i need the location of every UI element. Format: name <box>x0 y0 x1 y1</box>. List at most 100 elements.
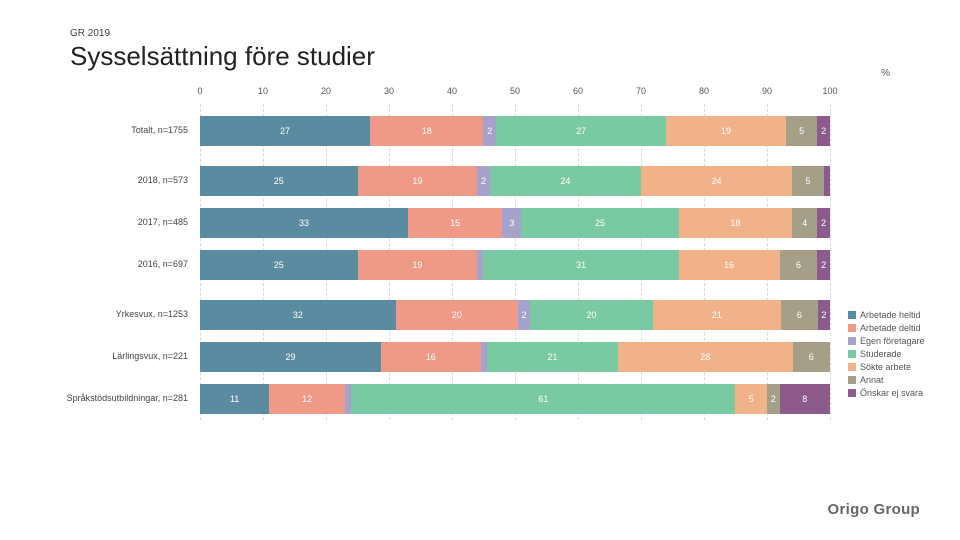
x-tick: 40 <box>447 86 457 96</box>
bar-segment: 32 <box>200 300 396 330</box>
bar-segment: 25 <box>200 250 358 280</box>
row-label: 2017, n=485 <box>64 218 194 228</box>
group-gap <box>200 286 830 294</box>
legend-label: Annat <box>860 375 884 385</box>
x-tick: 10 <box>258 86 268 96</box>
table-row: 2017, n=48533153251842 <box>200 202 830 244</box>
bar-segment: 27 <box>496 116 666 146</box>
bar-segment: 19 <box>358 250 478 280</box>
bar-segment: 2 <box>483 116 496 146</box>
bar-segment: 2 <box>477 166 490 196</box>
bar-segment: 4 <box>792 208 817 238</box>
x-axis: 0102030405060708090100 <box>200 86 830 104</box>
bar-segment: 5 <box>792 166 824 196</box>
chart-rows: Totalt, n=1755271822719522018, n=5732519… <box>200 104 830 420</box>
row-label: 2016, n=697 <box>64 260 194 270</box>
table-row: Yrkesvux, n=125332202202162 <box>200 294 830 336</box>
x-tick: 90 <box>762 86 772 96</box>
bar-segment: 2 <box>767 384 780 414</box>
legend-item: Annat <box>848 375 925 385</box>
legend-swatch <box>848 324 856 332</box>
legend-item: Egen företagare <box>848 336 925 346</box>
stacked-bar: 111261528 <box>200 384 830 414</box>
bar-segment: 19 <box>358 166 478 196</box>
chart: % 0102030405060708090100 Totalt, n=17552… <box>200 86 830 420</box>
legend-swatch <box>848 311 856 319</box>
table-row: 2016, n=6972519311662 <box>200 244 830 286</box>
x-tick: 100 <box>822 86 837 96</box>
bar-segment: 15 <box>408 208 503 238</box>
legend-item: Arbetade heltid <box>848 310 925 320</box>
legend-swatch <box>848 337 856 345</box>
x-tick: 60 <box>573 86 583 96</box>
bar-segment: 11 <box>200 384 269 414</box>
legend-swatch <box>848 363 856 371</box>
row-label: Språkstödsutbildningar, n=281 <box>64 394 194 404</box>
bar-segment: 61 <box>351 384 735 414</box>
bar-segment: 2 <box>817 116 830 146</box>
bar-segment: 19 <box>666 116 786 146</box>
legend: Arbetade heltid Arbetade deltid Egen föret… <box>848 310 925 401</box>
stacked-bar: 32202202162 <box>200 300 830 330</box>
bar-segment: 21 <box>653 300 781 330</box>
bar-segment: 8 <box>780 384 830 414</box>
bar-segment: 31 <box>483 250 678 280</box>
bar-segment: 18 <box>679 208 792 238</box>
legend-swatch <box>848 389 856 397</box>
legend-label: Studerade <box>860 349 902 359</box>
bar-segment: 2 <box>817 208 830 238</box>
bar-segment: 2 <box>818 300 830 330</box>
legend-item: Sökte arbete <box>848 362 925 372</box>
row-label: Lärlingsvux, n=221 <box>64 352 194 362</box>
x-tick: 70 <box>636 86 646 96</box>
bar-segment: 28 <box>618 342 793 372</box>
bar-segment: 27 <box>200 116 370 146</box>
bar-segment: 24 <box>490 166 641 196</box>
stacked-bar: 2519311662 <box>200 250 830 280</box>
stacked-bar: 33153251842 <box>200 208 830 238</box>
stacked-bar: 2519224245 <box>200 166 830 196</box>
supertitle: GR 2019 <box>70 28 890 39</box>
bar-segment: 6 <box>793 342 830 372</box>
bar-segment: 6 <box>781 300 818 330</box>
legend-label: Arbetade deltid <box>860 323 921 333</box>
bar-segment: 3 <box>502 208 521 238</box>
legend-item: Önskar ej svara <box>848 388 925 398</box>
legend-label: Sökte arbete <box>860 362 911 372</box>
bar-segment: 24 <box>641 166 792 196</box>
x-tick: 30 <box>384 86 394 96</box>
bar-segment: 2 <box>817 250 830 280</box>
legend-label: Arbetade heltid <box>860 310 921 320</box>
x-tick: 80 <box>699 86 709 96</box>
footer-brand: Origo Group <box>828 501 920 518</box>
bar-segment: 20 <box>396 300 518 330</box>
bar-segment: 16 <box>381 342 481 372</box>
row-label: Yrkesvux, n=1253 <box>64 310 194 320</box>
legend-label: Egen företagare <box>860 336 925 346</box>
x-tick: 50 <box>510 86 520 96</box>
group-gap <box>200 152 830 160</box>
stacked-bar: 291621286 <box>200 342 830 372</box>
bar-segment: 6 <box>780 250 818 280</box>
legend-swatch <box>848 350 856 358</box>
row-label: 2018, n=573 <box>64 176 194 186</box>
bar-segment: 21 <box>487 342 618 372</box>
bar-segment: 2 <box>518 300 530 330</box>
row-label: Totalt, n=1755 <box>64 126 194 136</box>
bar-segment: 5 <box>735 384 767 414</box>
bar-segment: 12 <box>269 384 345 414</box>
bar-segment: 20 <box>530 300 652 330</box>
table-row: 2018, n=5732519224245 <box>200 160 830 202</box>
bar-segment: 33 <box>200 208 408 238</box>
x-tick: 20 <box>321 86 331 96</box>
bar-segment: 25 <box>200 166 358 196</box>
legend-item: Studerade <box>848 349 925 359</box>
legend-swatch <box>848 376 856 384</box>
bar-segment: 16 <box>679 250 780 280</box>
legend-label: Önskar ej svara <box>860 388 923 398</box>
bar-segment: 25 <box>521 208 679 238</box>
bar-segment: 5 <box>786 116 818 146</box>
x-tick: 0 <box>197 86 202 96</box>
bar-segment: 29 <box>200 342 381 372</box>
table-row: Lärlingsvux, n=221291621286 <box>200 336 830 378</box>
